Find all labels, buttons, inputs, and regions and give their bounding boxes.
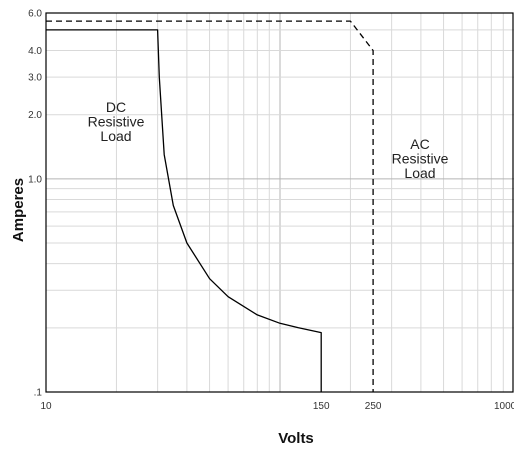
tick-labels: 6.0 4.0 3.0 2.0 1.0 .1 10 150 250 1000 <box>28 9 514 413</box>
annotation-line: Resistive <box>88 114 145 130</box>
ac-resistive-load-line <box>46 20 374 392</box>
x-tick-label: 1000 <box>494 401 514 412</box>
annotations: DC Resistive Load AC Resistive Load <box>88 99 449 181</box>
dc-resistive-load-line <box>46 29 322 392</box>
annotation-line: Resistive <box>392 151 449 167</box>
dc-resistive-load-label: DC Resistive Load <box>88 99 145 144</box>
y-tick-label: 3.0 <box>28 73 42 84</box>
y-axis-label: Amperes <box>10 178 27 242</box>
x-tick-label: 10 <box>40 401 52 412</box>
annotation-line: AC <box>410 136 429 152</box>
plot-frame <box>45 12 514 393</box>
y-tick-label: 4.0 <box>28 46 42 57</box>
y-tick-label: 1.0 <box>28 174 42 185</box>
series-layer <box>46 20 374 392</box>
x-tick-label: 250 <box>365 401 382 412</box>
ac-resistive-load-label: AC Resistive Load <box>392 136 449 181</box>
annotation-line: Load <box>404 165 435 181</box>
x-axis-label: Volts <box>278 430 314 447</box>
x-tick-label: 150 <box>313 401 330 412</box>
grid-lines <box>46 13 514 392</box>
y-tick-label: .1 <box>34 388 43 399</box>
y-tick-label: 2.0 <box>28 110 42 121</box>
annotation-line: DC <box>106 99 126 115</box>
annotation-line: Load <box>100 128 131 144</box>
y-tick-label: 6.0 <box>28 9 42 20</box>
